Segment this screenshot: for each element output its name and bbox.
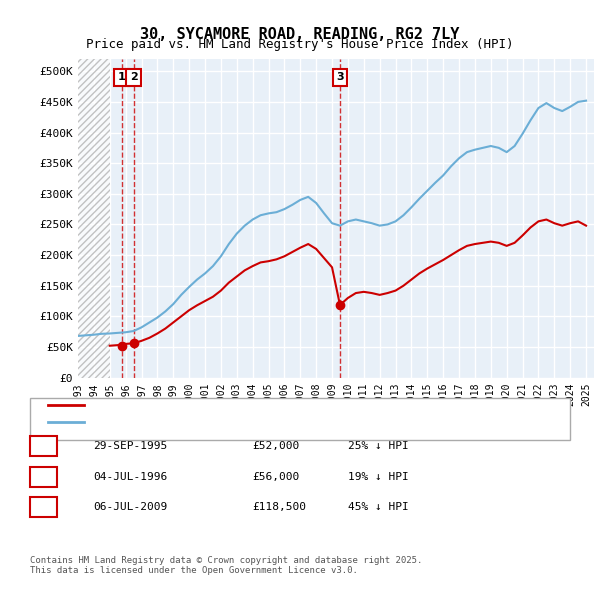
Text: 1: 1 (40, 441, 47, 451)
Text: 04-JUL-1996: 04-JUL-1996 (93, 472, 167, 481)
Text: 45% ↓ HPI: 45% ↓ HPI (348, 503, 409, 512)
Text: 1: 1 (118, 73, 125, 83)
Text: 19% ↓ HPI: 19% ↓ HPI (348, 472, 409, 481)
Text: 30, SYCAMORE ROAD, READING, RG2 7LY (semi-detached house): 30, SYCAMORE ROAD, READING, RG2 7LY (sem… (93, 401, 449, 410)
Text: 3: 3 (336, 73, 344, 83)
Text: £56,000: £56,000 (252, 472, 299, 481)
Text: 25% ↓ HPI: 25% ↓ HPI (348, 441, 409, 451)
Text: 30, SYCAMORE ROAD, READING, RG2 7LY: 30, SYCAMORE ROAD, READING, RG2 7LY (140, 27, 460, 41)
Bar (78, 59, 110, 378)
Text: HPI: Average price, semi-detached house, Reading: HPI: Average price, semi-detached house,… (93, 417, 393, 427)
Text: 3: 3 (40, 503, 47, 512)
Text: 06-JUL-2009: 06-JUL-2009 (93, 503, 167, 512)
Text: Price paid vs. HM Land Registry's House Price Index (HPI): Price paid vs. HM Land Registry's House … (86, 38, 514, 51)
Text: 2: 2 (130, 73, 137, 83)
Text: 2: 2 (40, 472, 47, 481)
Text: Contains HM Land Registry data © Crown copyright and database right 2025.
This d: Contains HM Land Registry data © Crown c… (30, 556, 422, 575)
Text: £52,000: £52,000 (252, 441, 299, 451)
Text: 29-SEP-1995: 29-SEP-1995 (93, 441, 167, 451)
Text: £118,500: £118,500 (252, 503, 306, 512)
